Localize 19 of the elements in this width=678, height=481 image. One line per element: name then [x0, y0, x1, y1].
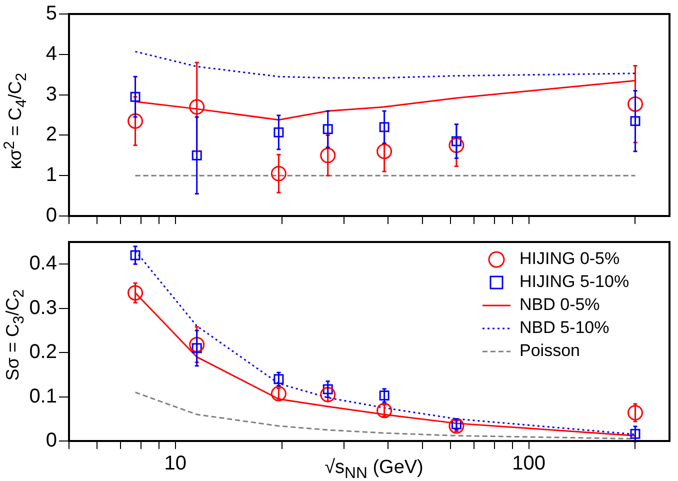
- y-tick-label: 2: [46, 124, 57, 146]
- legend-label: NBD 0-5%: [520, 295, 600, 314]
- x-tick-label: 100: [512, 452, 546, 475]
- y-tick-label: 0.3: [29, 296, 57, 319]
- y-tick-label: 0.4: [29, 252, 57, 275]
- y-tick-label: 5: [46, 2, 57, 25]
- legend-label: HIJING 5-10%: [520, 272, 630, 292]
- y-tick-label: 0.1: [29, 385, 57, 408]
- y-tick-label: 0.2: [29, 341, 57, 364]
- y-tick-label: 0: [46, 204, 57, 227]
- x-tick-label: 10: [164, 452, 187, 475]
- y-tick-label: 1: [46, 164, 57, 186]
- legend-label: HIJING 0-5%: [520, 249, 620, 268]
- legend-label: Poisson: [520, 341, 580, 360]
- y-tick-label: 4: [46, 42, 57, 65]
- y-tick-label: 3: [46, 83, 57, 106]
- x-axis-title: √s$_{NN}$ (GeV): [324, 457, 424, 481]
- legend-label: NBD 5-10%: [520, 318, 610, 338]
- y-tick-label: 0: [46, 430, 57, 452]
